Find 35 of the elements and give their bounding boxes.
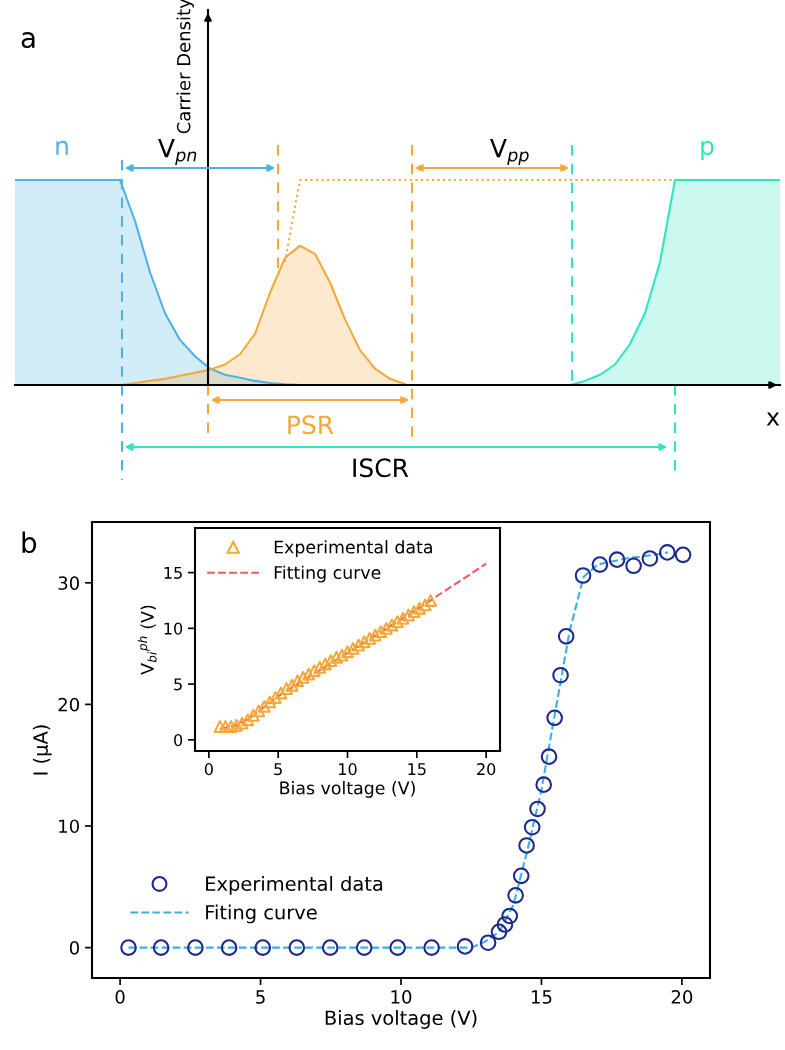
legend-label: Fitting curve: [274, 565, 381, 583]
x-axis-title: Bias voltage (V): [325, 1010, 477, 1029]
y-axis-title: V$_{bi}$$^{ph}$ (V): [137, 605, 157, 675]
x-tick-label: 20: [671, 990, 693, 1004]
x-tick-label: 5: [274, 763, 282, 776]
y-axis-title: I (μA): [32, 725, 52, 775]
series-label: n: [56, 140, 68, 155]
x-axis-title: Bias voltage (V): [280, 781, 415, 798]
text: V$_{pn}$: [158, 139, 197, 165]
x-tick-label: 15: [531, 990, 552, 1004]
legend-label: Fiting curve: [206, 904, 317, 924]
legend-label: Experimental data: [206, 875, 383, 895]
y-tick-label: 10: [164, 622, 183, 635]
text: b: [22, 531, 37, 554]
text: V$_{pp}$: [490, 139, 529, 165]
y-tick-label: 30: [58, 576, 79, 590]
x-tick-label: 0: [204, 763, 213, 776]
x-tick-label: 5: [256, 990, 265, 1004]
text: a: [21, 32, 35, 49]
x-axis-title: x: [766, 412, 780, 426]
y-tick-label: 0: [174, 734, 183, 747]
x-tick-label: 20: [477, 763, 496, 776]
x-tick-label: 0: [115, 990, 125, 1004]
y-tick-label: 20: [58, 697, 79, 712]
text: ISCR: [353, 458, 409, 478]
text: PSR: [288, 415, 334, 435]
legend-label: Experimental data: [274, 540, 432, 557]
x-tick-label: 10: [391, 990, 412, 1004]
x-tick-label: 10: [339, 763, 357, 776]
y-tick-label: 15: [164, 567, 182, 579]
series-label: p: [701, 140, 714, 160]
y-tick-label: 0: [69, 941, 79, 955]
y-tick-label: 10: [59, 819, 79, 834]
x-tick-label: 15: [408, 763, 426, 776]
y-tick-label: 5: [174, 678, 182, 691]
